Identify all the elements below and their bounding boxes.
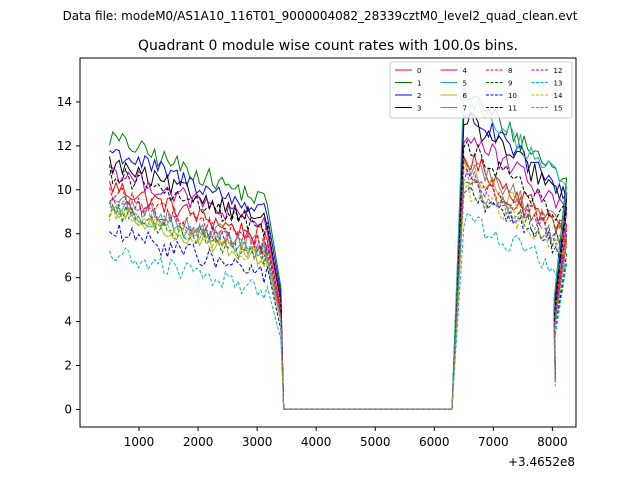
legend-label-11: 11 — [508, 105, 517, 113]
y-tick-label: 0 — [64, 402, 72, 416]
legend-label-14: 14 — [554, 92, 563, 100]
x-tick-label: 8000 — [537, 435, 568, 449]
legend-label-4: 4 — [463, 67, 468, 75]
x-tick-label: 1000 — [124, 435, 155, 449]
x-axis: 1000 2000 3000 4000 5000 6000 7000 8000 — [124, 427, 568, 449]
legend-label-2: 2 — [417, 92, 421, 100]
y-tick-label: 14 — [57, 95, 72, 109]
y-tick-label: 6 — [64, 271, 72, 285]
legend-label-5: 5 — [463, 80, 467, 88]
series-line-10 — [109, 185, 568, 410]
legend-label-13: 13 — [554, 80, 563, 88]
y-tick-label: 10 — [57, 183, 72, 197]
legend-label-7: 7 — [463, 105, 467, 113]
x-tick-label: 5000 — [360, 435, 391, 449]
x-tick-label: 7000 — [478, 435, 509, 449]
y-tick-label: 2 — [64, 359, 72, 373]
x-tick-label: 3000 — [242, 435, 273, 449]
x-axis-offset-text: +3.4652e8 — [508, 455, 575, 469]
x-tick-label: 2000 — [183, 435, 214, 449]
series-line-15 — [109, 171, 568, 410]
legend-label-0: 0 — [417, 67, 421, 75]
legend-label-9: 9 — [508, 80, 512, 88]
legend-label-3: 3 — [417, 105, 421, 113]
y-tick-label: 4 — [64, 315, 72, 329]
legend-label-6: 6 — [463, 92, 468, 100]
legend-label-1: 1 — [417, 80, 421, 88]
legend-label-8: 8 — [508, 67, 512, 75]
legend-label-10: 10 — [508, 92, 517, 100]
x-tick-label: 4000 — [301, 435, 332, 449]
chart-title: Quadrant 0 module wise count rates with … — [138, 38, 518, 54]
plot-lines — [109, 85, 568, 410]
legend-label-12: 12 — [554, 67, 563, 75]
legend-box — [389, 61, 573, 119]
x-tick-label: 6000 — [419, 435, 450, 449]
y-axis: 0 2 4 6 8 10 12 14 — [57, 95, 80, 416]
plot-frame — [79, 57, 577, 428]
y-tick-label: 12 — [57, 139, 72, 153]
series-line-12 — [109, 168, 568, 410]
chart-suptitle: Data file: modeM0/AS1A10_116T01_90000040… — [63, 9, 578, 23]
legend-label-15: 15 — [554, 105, 563, 113]
y-tick-label: 8 — [64, 227, 72, 241]
